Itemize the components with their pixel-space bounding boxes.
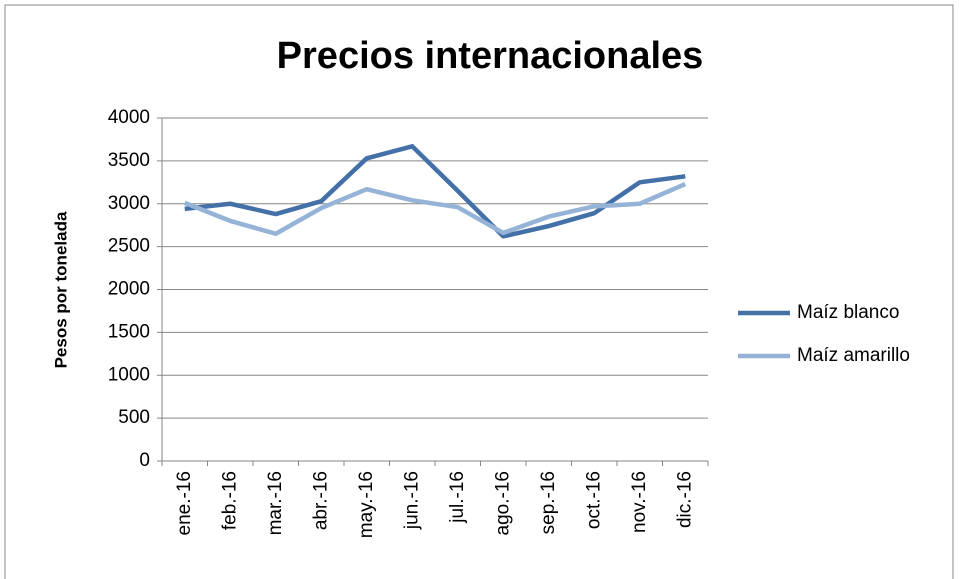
x-tick-label: jun.-16 xyxy=(401,471,422,530)
legend-label: Maíz amarillo xyxy=(797,345,910,366)
y-tick-label: 4000 xyxy=(108,107,150,128)
y-tick-label: 3000 xyxy=(108,193,150,214)
x-tick-label: dic.-16 xyxy=(674,471,695,528)
x-tick-label: mar.-16 xyxy=(265,471,286,535)
x-tick-label: feb.-16 xyxy=(219,471,240,530)
series-line xyxy=(183,181,687,237)
y-tick-label: 1000 xyxy=(108,364,150,385)
x-tick-label: ago.-16 xyxy=(492,471,513,535)
y-axis-label: Pesos por tonelada xyxy=(51,211,70,368)
x-tick-label: ene.-16 xyxy=(174,471,195,535)
y-tick-label: 500 xyxy=(118,407,150,428)
x-tick-label: oct.-16 xyxy=(583,471,604,529)
x-tick-label: jul.-16 xyxy=(447,471,468,524)
y-tick-label: 2500 xyxy=(108,236,150,257)
x-tick-label: may.-16 xyxy=(356,471,377,538)
chart-frame xyxy=(4,4,954,579)
y-tick-label: 3500 xyxy=(108,150,150,171)
x-tick-label: abr.-16 xyxy=(310,471,331,530)
x-tick-label: nov.-16 xyxy=(629,471,650,533)
y-tick-label: 1500 xyxy=(108,321,150,342)
x-tick-label: sep.-16 xyxy=(538,471,559,534)
y-tick-label: 0 xyxy=(139,450,150,471)
chart-title: Precios internacionales xyxy=(277,35,704,77)
y-tick-label: 2000 xyxy=(108,279,150,300)
legend-label: Maíz blanco xyxy=(797,302,899,323)
